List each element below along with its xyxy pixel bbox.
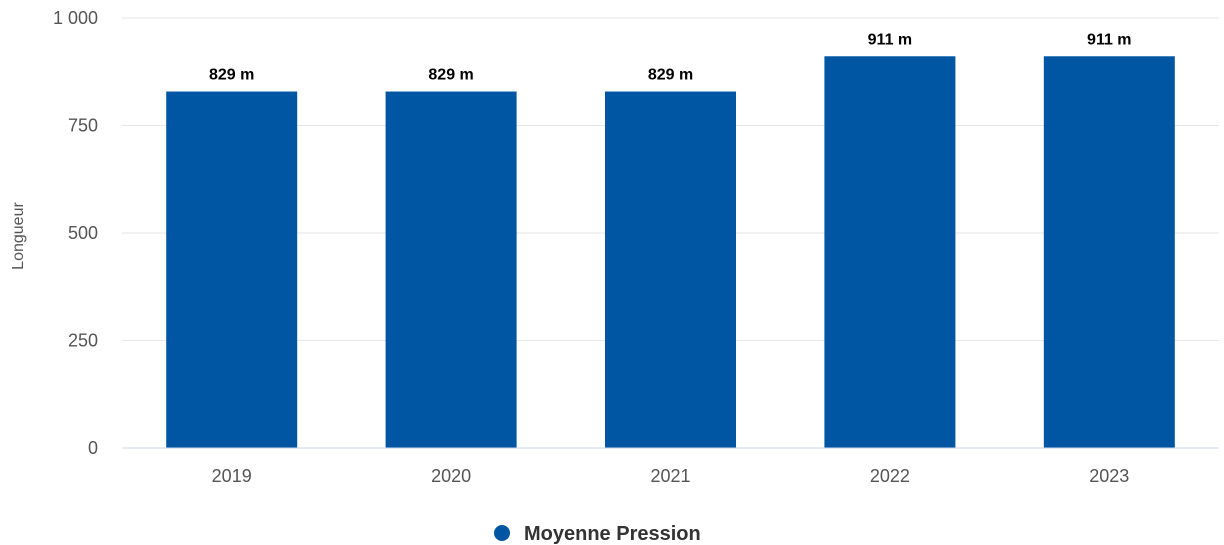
x-tick-label-2023: 2023 <box>1089 466 1129 486</box>
data-labels: 829 m 829 m 829 m 911 m 911 m <box>209 31 1132 83</box>
y-tick-label: 1 000 <box>53 8 98 28</box>
y-axis-ticks: 0 250 500 750 1 000 <box>53 8 98 458</box>
y-tick-label: 500 <box>68 223 98 243</box>
data-label-2019: 829 m <box>209 67 254 84</box>
data-label-2023: 911 m <box>1087 31 1131 48</box>
bar-2020[interactable] <box>385 91 517 448</box>
y-tick-label: 0 <box>88 438 98 458</box>
x-tick-label-2021: 2021 <box>650 466 690 486</box>
y-tick-label: 750 <box>68 116 98 136</box>
bar-2021[interactable] <box>605 91 736 448</box>
x-tick-label-2020: 2020 <box>431 466 471 486</box>
y-axis-title: Longueur <box>10 202 27 270</box>
x-axis-ticks: 2019 2020 2021 2022 2023 <box>212 466 1130 486</box>
legend-marker-icon <box>494 525 510 541</box>
bar-2022[interactable] <box>824 56 956 449</box>
x-tick-label-2019: 2019 <box>212 466 252 486</box>
bars <box>166 56 1175 449</box>
legend[interactable]: Moyenne Pression <box>494 523 701 545</box>
data-label-2021: 829 m <box>648 67 693 84</box>
legend-label: Moyenne Pression <box>524 523 701 545</box>
bar-2019[interactable] <box>166 91 298 448</box>
y-tick-label: 250 <box>68 331 98 351</box>
data-label-2020: 829 m <box>428 67 473 84</box>
bar-2023[interactable] <box>1043 56 1175 449</box>
data-label-2022: 911 m <box>868 31 912 48</box>
x-tick-label-2022: 2022 <box>870 466 910 486</box>
